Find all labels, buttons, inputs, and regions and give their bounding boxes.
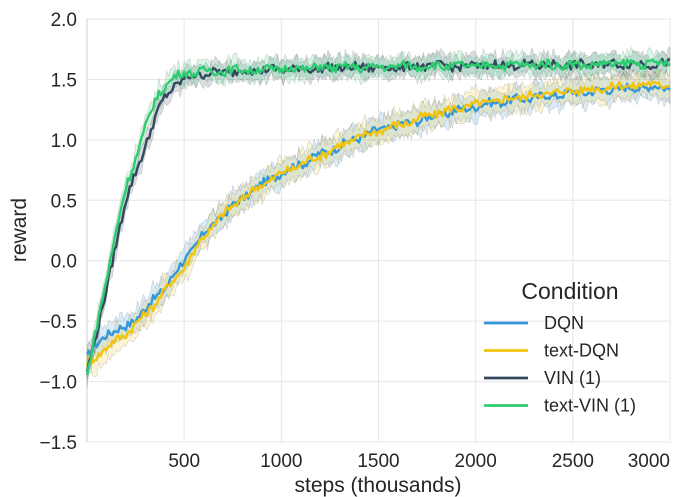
confidence-band-3 bbox=[86, 46, 671, 388]
legend-label: text-DQN bbox=[544, 341, 619, 361]
y-tick-label: 0.0 bbox=[51, 252, 77, 273]
y-tick-label: 2.0 bbox=[51, 10, 77, 31]
y-tick-label: 0.5 bbox=[51, 191, 77, 212]
y-tick-labels: −1.5 −1.0 −0.5 0.0 0.5 1.0 1.5 2.0 bbox=[39, 10, 77, 454]
legend: Condition DQN text-DQN VIN (1) text-VIN (1) bbox=[484, 278, 636, 416]
x-axis-title: steps (thousands) bbox=[295, 474, 462, 497]
series-lines bbox=[85, 57, 671, 376]
series-line-3 bbox=[85, 58, 671, 376]
legend-label: DQN bbox=[544, 313, 584, 333]
series-line-1 bbox=[85, 80, 671, 366]
x-tick-labels: 500 1000 1500 2000 2500 3000 bbox=[168, 451, 670, 472]
y-tick-label: −1.5 bbox=[39, 433, 77, 454]
x-tick-label: 3000 bbox=[628, 451, 670, 472]
y-tick-label: −1.0 bbox=[39, 373, 77, 394]
legend-label: text-VIN (1) bbox=[544, 396, 636, 416]
y-tick-label: −0.5 bbox=[39, 312, 77, 333]
x-tick-label: 1500 bbox=[357, 451, 399, 472]
x-tick-label: 500 bbox=[168, 451, 200, 472]
x-tick-label: 1000 bbox=[260, 451, 302, 472]
y-tick-label: 1.5 bbox=[51, 70, 77, 91]
series-line-0 bbox=[85, 82, 671, 357]
legend-label: VIN (1) bbox=[544, 368, 601, 388]
x-tick-label: 2500 bbox=[552, 451, 594, 472]
y-tick-label: 1.0 bbox=[51, 131, 77, 152]
y-axis-title: reward bbox=[8, 198, 31, 262]
legend-title: Condition bbox=[521, 278, 618, 304]
x-tick-label: 2000 bbox=[455, 451, 497, 472]
confidence-band-2 bbox=[86, 46, 671, 380]
